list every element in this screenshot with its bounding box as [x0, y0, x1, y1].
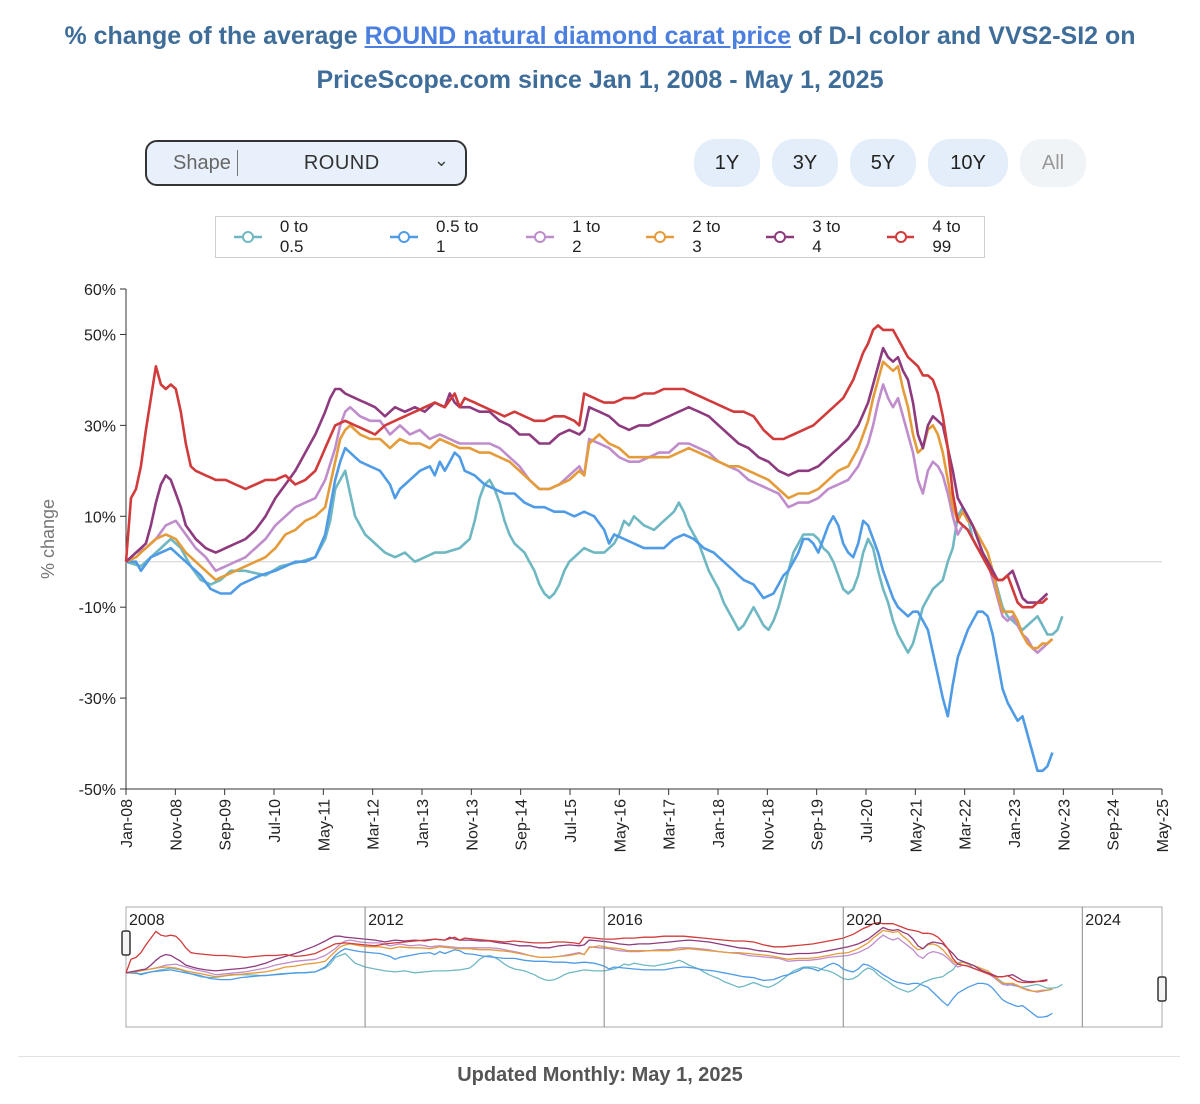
y-tick-label: 50%	[84, 327, 116, 344]
legend-label: 4 to 99	[932, 217, 961, 256]
legend-item-2-to-3[interactable]: 2 to 3	[646, 217, 734, 257]
shape-select[interactable]: Shape ROUND ⌄	[145, 140, 467, 186]
x-tick-label: Nov-23	[1056, 799, 1073, 851]
navigator-year-label: 2008	[129, 912, 165, 929]
footer-divider	[18, 1056, 1180, 1057]
x-tick-label: Nov-08	[168, 799, 185, 851]
range-button-5y[interactable]: 5Y	[850, 139, 916, 187]
chart-legend: 0 to 0.5 0.5 to 1 1 to 2 2 to 3 3 to 4 4…	[215, 216, 985, 258]
x-tick-label: Sep-09	[218, 799, 235, 851]
legend-marker-icon	[646, 231, 675, 243]
title-line2: PriceScope.com since Jan 1, 2008 - May 1…	[316, 66, 884, 94]
range-button-3y[interactable]: 3Y	[772, 139, 838, 187]
legend-item-4-to-99[interactable]: 4 to 99	[886, 217, 984, 257]
navigator-line-0-to-0.5	[125, 952, 1063, 993]
legend-marker-icon	[886, 231, 915, 243]
legend-label: 1 to 2	[572, 217, 601, 256]
shape-value: ROUND	[303, 151, 380, 174]
range-button-10y[interactable]: 10Y	[928, 139, 1008, 187]
shape-divider	[236, 150, 238, 176]
x-tick-label: Jan-08	[119, 799, 136, 848]
update-note: Updated Monthly: May 1, 2025	[457, 1064, 743, 1086]
navigator-frame	[125, 906, 1163, 1028]
navigator-line-3-to-4	[125, 926, 1048, 983]
legend-label: 0 to 0.5	[279, 217, 309, 256]
title-suffix: of D-I color and VVS2-SI2 on	[791, 22, 1136, 50]
x-tick-label: Nov-18	[760, 799, 777, 851]
x-tick-label: Sep-14	[514, 799, 531, 851]
navigator-handle-left[interactable]	[121, 930, 131, 956]
series-line-1-to-2	[125, 383, 1054, 654]
x-tick-label: Sep-19	[810, 799, 827, 851]
x-tick-label: Mar-22	[958, 799, 975, 850]
x-tick-label: Jan-23	[1007, 799, 1024, 848]
legend-marker-icon	[526, 231, 555, 243]
navigator-handle-right[interactable]	[1157, 976, 1167, 1002]
x-tick-label: Nov-13	[464, 799, 481, 851]
line-chart: -50% -30% -10% 10% 30% 50% 60% % change Jan-08 No…	[38, 282, 1172, 1028]
x-tick-label: Jul-20	[859, 799, 876, 843]
title-link[interactable]: ROUND natural diamond carat price	[364, 22, 792, 50]
y-tick-label: -30%	[79, 691, 116, 708]
x-tick-label: Jan-18	[711, 799, 728, 848]
y-tick-label: 10%	[84, 509, 116, 526]
x-tick-label: May-25	[1155, 799, 1172, 852]
navigator-year-label: 2012	[368, 912, 404, 929]
navigator-year-label: 2020	[846, 912, 882, 929]
chevron-down-icon: ⌄	[433, 150, 449, 170]
y-tick-label: 30%	[84, 418, 116, 435]
x-tick-label: Mar-17	[662, 799, 679, 850]
series-line-2-to-3	[125, 360, 1054, 650]
legend-label: 2 to 3	[692, 217, 721, 256]
navigator-line-0.5-to-1	[126, 948, 1053, 1018]
x-tick-label: Jul-15	[563, 799, 580, 843]
x-tick-label: Jul-10	[267, 799, 284, 843]
y-tick-label: -10%	[79, 600, 116, 617]
x-tick-label: May-11	[316, 799, 333, 851]
range-button-1y[interactable]: 1Y	[694, 139, 760, 187]
navigator-line-4-to-99	[125, 922, 1048, 984]
range-button-all[interactable]: All	[1020, 139, 1086, 187]
navigator-year-label: 2016	[607, 912, 643, 929]
series-line-0-to-0.5	[125, 469, 1064, 654]
legend-label: 3 to 4	[812, 217, 841, 256]
x-tick-label: Mar-12	[366, 799, 383, 850]
navigator-line-1-to-2	[125, 934, 1053, 993]
title-prefix: % change of the average	[64, 22, 365, 50]
x-tick-label: Jan-13	[415, 799, 432, 848]
legend-item-1-to-2[interactable]: 1 to 2	[526, 217, 614, 257]
series-line-0.5-to-1	[126, 446, 1054, 773]
y-axis-title: % change	[38, 499, 58, 579]
legend-marker-icon	[234, 231, 262, 243]
legend-item-0-to-0.5[interactable]: 0 to 0.5	[234, 217, 336, 257]
legend-marker-icon	[766, 231, 795, 243]
navigator-line-2-to-3	[125, 929, 1053, 992]
navigator-year-label: 2024	[1085, 912, 1121, 929]
legend-label: 0.5 to 1	[435, 217, 479, 256]
series-line-4-to-99	[124, 324, 1049, 609]
x-tick-label: Sep-24	[1106, 799, 1123, 851]
y-tick-label: 60%	[84, 282, 116, 299]
y-tick-label: -50%	[79, 782, 116, 799]
chart-title: % change of the average ROUND natural di…	[0, 14, 1200, 102]
shape-label: Shape	[173, 151, 231, 174]
legend-item-0.5-to-1[interactable]: 0.5 to 1	[390, 217, 492, 257]
legend-marker-icon	[390, 231, 418, 243]
series-line-3-to-4	[125, 346, 1049, 604]
legend-item-3-to-4[interactable]: 3 to 4	[766, 217, 854, 257]
x-tick-label: May-16	[612, 799, 629, 852]
x-tick-label: May-21	[908, 799, 925, 852]
